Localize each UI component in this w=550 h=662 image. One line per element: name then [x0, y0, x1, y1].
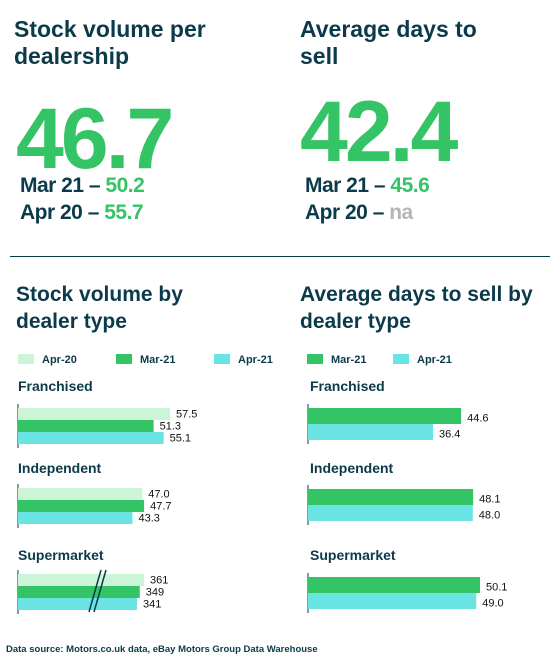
data-label-mar-21-independent: 48.1 — [479, 494, 500, 506]
bar-apr-20-independent — [18, 488, 143, 500]
bar-apr-21-independent — [18, 512, 133, 524]
data-label-apr-20-independent: 47.0 — [148, 489, 169, 501]
kpi-value-stock-volume: 46.7 — [16, 91, 174, 187]
category-label-independent: Independent — [310, 460, 394, 476]
kpi-comparison-mar21: Mar 21 – 50.2 — [20, 174, 145, 198]
category-label-supermarket: Supermarket — [18, 547, 104, 563]
data-label-mar-21-franchised: 44.6 — [467, 413, 488, 425]
comparison-value: na — [389, 201, 413, 224]
kpi-title-days-to-sell: Average days to sell — [300, 16, 477, 69]
axis-break-mark — [88, 569, 102, 613]
bar-mar-21-independent — [308, 489, 474, 505]
bar-apr-21-supermarket — [18, 598, 137, 610]
data-label-apr-21-franchised: 36.4 — [439, 429, 460, 441]
category-label-supermarket: Supermarket — [310, 547, 396, 563]
legend-swatch-apr-21 — [393, 354, 409, 364]
bar-apr-21-franchised — [308, 424, 433, 440]
kpi-title-stock-volume: Stock volume per dealership — [14, 16, 206, 69]
legend-label-apr-20: Apr-20 — [42, 354, 77, 366]
data-label-mar-21-supermarket: 50.1 — [486, 582, 507, 594]
chart-title-stock-volume: Stock volume by dealer type — [16, 283, 183, 333]
legend-swatch-apr-20 — [18, 354, 34, 364]
comparison-label: Apr 20 – — [20, 201, 105, 224]
data-label-apr-21-independent: 43.3 — [138, 513, 159, 525]
days-to-sell-bar-chart: Mar-21 Apr-21 Franchised 44.6 36.4 Independen… — [307, 354, 507, 613]
bar-apr-21-independent — [308, 505, 473, 521]
bar-mar-21-franchised — [18, 420, 154, 432]
data-label-apr-20-franchised: 57.5 — [176, 409, 197, 421]
legend-label-apr-21: Apr-21 — [238, 354, 273, 366]
data-source-note: Data source: Motors.co.uk data, eBay Mot… — [6, 644, 318, 655]
data-label-apr-21-supermarket: 341 — [143, 599, 161, 611]
comparison-value: 55.7 — [104, 201, 144, 224]
category-label-franchised: Franchised — [18, 378, 93, 394]
bar-mar-21-independent — [18, 500, 145, 512]
legend-swatch-apr-21 — [214, 354, 230, 364]
kpi-comparison-mar21: Mar 21 – 45.6 — [305, 174, 430, 198]
stock-volume-bar-chart: Apr-20 Mar-21 Apr-21 Franchised 57.551.355.1… — [17, 354, 273, 614]
comparison-label: Mar 21 – — [20, 174, 106, 197]
comparison-value: 45.6 — [390, 174, 430, 197]
kpi-comparison-apr20: Apr 20 – 55.7 — [20, 201, 144, 225]
chart-title-days-to-sell: Average days to sell by dealer type — [300, 283, 533, 333]
comparison-label: Mar 21 – — [305, 174, 391, 197]
data-label-mar-21-supermarket: 349 — [146, 587, 164, 599]
axis-break-mark — [93, 569, 107, 613]
kpi-comparison-apr20: Apr 20 – na — [305, 201, 413, 225]
bar-mar-21-franchised — [308, 408, 462, 424]
bar-apr-20-franchised — [18, 408, 170, 420]
section-divider — [10, 256, 550, 257]
data-label-apr-20-supermarket: 361 — [150, 575, 168, 587]
bar-apr-20-supermarket — [18, 574, 144, 586]
legend-label-apr-21: Apr-21 — [417, 354, 452, 366]
legend-label-mar-21: Mar-21 — [140, 354, 175, 366]
data-label-apr-21-franchised: 55.1 — [170, 433, 191, 445]
data-label-apr-21-supermarket: 49.0 — [482, 598, 503, 610]
legend-swatch-mar-21 — [307, 354, 323, 364]
data-label-mar-21-independent: 47.7 — [150, 501, 171, 513]
bar-mar-21-supermarket — [308, 577, 480, 593]
data-label-apr-21-independent: 48.0 — [479, 510, 500, 522]
bar-apr-21-supermarket — [308, 593, 477, 609]
comparison-value: 50.2 — [105, 174, 145, 197]
kpi-value-days-to-sell: 42.4 — [300, 84, 458, 180]
bar-mar-21-supermarket — [18, 586, 140, 598]
category-label-franchised: Franchised — [310, 378, 385, 394]
legend-swatch-mar-21 — [116, 354, 132, 364]
bar-apr-21-franchised — [18, 432, 164, 444]
legend-label-mar-21: Mar-21 — [331, 354, 366, 366]
category-label-independent: Independent — [18, 460, 102, 476]
comparison-label: Apr 20 – — [305, 201, 390, 224]
data-label-mar-21-franchised: 51.3 — [160, 421, 181, 433]
